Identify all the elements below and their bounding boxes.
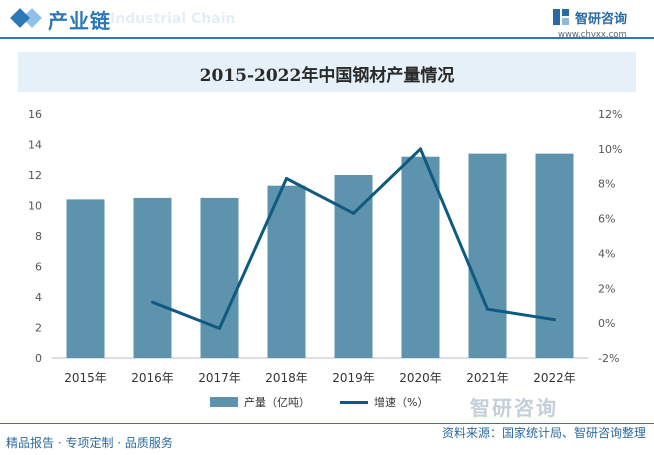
y-right-tick-label: 12% [598,108,622,121]
footer: 精品报告 · 专项定制 · 品质服务 资料来源：国家统计局、智研咨询整理 [0,423,654,455]
brand-logo-block: 智研咨询 www.chyxx.com [552,6,642,40]
y-left-tick-label: 16 [28,108,42,121]
bar-production [468,153,507,358]
y-right-tick-label: 4% [598,247,615,260]
x-tick-label: 2018年 [265,371,308,385]
brand-logo-icon [553,9,569,25]
y-right-tick-label: 8% [598,178,615,191]
footer-tagline: 精品报告 · 专项定制 · 品质服务 [6,436,173,450]
y-left-tick-label: 6 [35,261,42,274]
y-right-tick-label: 2% [598,282,615,295]
y-left-tick-label: 0 [35,352,42,365]
brand-name: 智研咨询 [575,12,628,27]
y-right-tick-label: -2% [598,352,619,365]
line-point-growth [419,147,422,151]
y-left-tick-label: 14 [28,139,42,152]
legend-swatch-line [340,401,368,404]
line-point-growth [285,176,288,180]
line-point-growth [218,326,221,330]
y-left-tick-label: 12 [28,169,42,182]
header: 产业链 Industrial Chain [0,0,654,40]
bar-production [401,156,440,358]
y-right-tick-label: 6% [598,213,615,226]
x-tick-label: 2017年 [198,371,241,385]
chart: 0 2 4 6 8 10 12 14 16 -2% 0% 2% 4% 6% 8% 10% 12% 2015年 201… [28,108,622,385]
footer-source: 资料来源：国家统计局、智研咨询整理 [441,426,646,440]
x-tick-label: 2020年 [399,371,442,385]
y-right-tick-label: 0% [598,317,615,330]
header-watermark: Industrial Chain [110,11,236,27]
header-divider [0,37,654,39]
chart-title: 2015-2022年中国钢材产量情况 [199,66,455,86]
diamond-icon [10,8,30,28]
x-tick-label: 2022年 [533,371,576,385]
line-point-growth [486,307,489,311]
brand-watermark: 智研咨询 [470,396,558,420]
legend-swatch-bar [210,397,238,407]
footer-divider [0,423,654,424]
section-title: 产业链 [48,9,111,33]
bar-production [535,153,574,358]
bar-production [66,199,105,358]
y-left-tick-label: 8 [35,230,42,243]
brand-url: www.chyxx.com [558,30,627,40]
bar-production [267,185,306,358]
y-left-tick-label: 4 [35,291,42,304]
x-tick-label: 2019年 [332,371,375,385]
x-tick-label: 2015年 [64,371,107,385]
legend-label-growth: 增速（%） [374,396,429,409]
y-right-tick-label: 10% [598,143,622,156]
x-tick-label: 2021年 [466,371,509,385]
legend-label-production: 产量（亿吨） [244,396,310,409]
bar-production [200,197,239,358]
bar-production [133,197,172,358]
x-tick-label: 2016年 [131,371,174,385]
line-point-growth [151,300,154,304]
chart-title-band: 2015-2022年中国钢材产量情况 [18,52,636,92]
y-left-tick-label: 10 [28,200,42,213]
line-point-growth [352,211,355,215]
line-point-growth [553,318,556,322]
y-left-tick-label: 2 [35,322,42,335]
